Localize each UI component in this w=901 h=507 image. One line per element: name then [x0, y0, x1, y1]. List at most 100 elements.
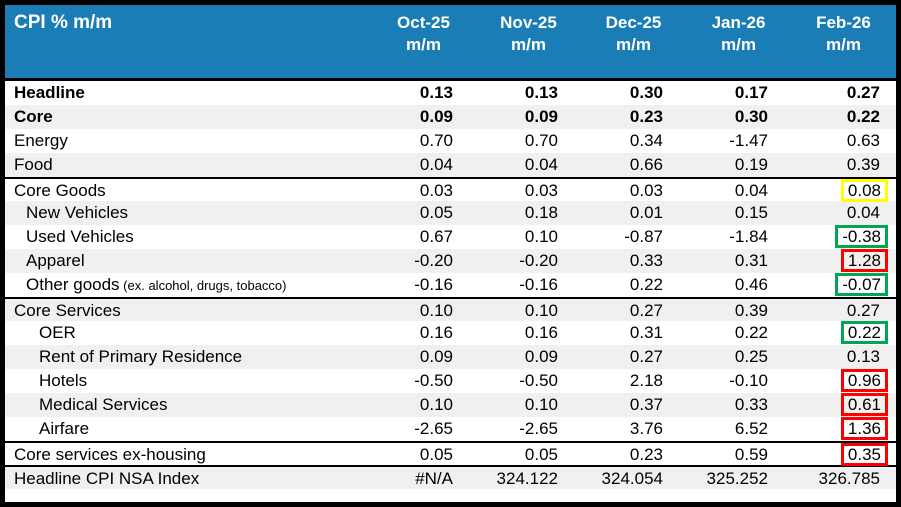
value-cell: 0.10: [419, 395, 453, 414]
value-cell: 326.785: [818, 469, 880, 488]
row-label-text: Apparel: [26, 251, 85, 270]
row-label-note: (ex. alcohol, drugs, tobacco): [119, 278, 287, 293]
value-cell: -0.20: [414, 251, 453, 270]
value-cell: 0.22: [791, 321, 896, 346]
table-row: New Vehicles 0.05 0.18 0.01 0.15 0.04: [5, 201, 896, 225]
highlight-box-red: 0.61: [840, 393, 888, 416]
row-label-text: Core Services: [14, 301, 121, 320]
value-cell: 0.27: [629, 347, 663, 366]
row-label-text: Food: [14, 155, 53, 174]
value-cell: 0.31: [734, 251, 768, 270]
value-cell: 0.46: [734, 275, 768, 294]
value-cell: 0.04: [419, 155, 453, 174]
value-cell: -1.47: [729, 131, 768, 150]
column-header-nov-25: Nov-25 m/m: [500, 13, 557, 54]
value-cell: 0.25: [734, 347, 768, 366]
highlight-box-green: -0.38: [835, 225, 888, 248]
row-label: Rent of Primary Residence: [5, 345, 371, 369]
table-row: Hotels -0.50 -0.50 2.18 -0.10 0.96: [5, 369, 896, 393]
value-cell: 0.19: [734, 155, 768, 174]
column-header-jan-26: Jan-26 m/m: [711, 13, 766, 54]
row-label: Food: [5, 153, 371, 177]
highlight-box-red: 0.96: [840, 369, 888, 392]
value-cell: -0.50: [414, 371, 453, 390]
value-cell: -0.10: [729, 371, 768, 390]
value-cell: 0.10: [524, 395, 558, 414]
value-cell: -0.50: [519, 371, 558, 390]
table-row: Core Services 0.10 0.10 0.27 0.39 0.27: [5, 297, 896, 321]
row-label-text: Rent of Primary Residence: [39, 347, 243, 366]
column-header-dec-25: Dec-25 m/m: [605, 13, 662, 54]
table-row: Headline 0.13 0.13 0.30 0.17 0.27: [5, 81, 896, 105]
highlight-box-green: 0.22: [840, 321, 888, 344]
value-cell: #N/A: [415, 469, 453, 488]
value-cell: -2.65: [519, 419, 558, 438]
value-cell: 325.252: [706, 469, 768, 488]
row-label-text: Airfare: [39, 419, 90, 438]
value-cell: 0.39: [734, 301, 768, 320]
row-label: Headline: [5, 81, 371, 105]
row-label: Core Services: [5, 299, 371, 323]
table-row: Airfare -2.65 -2.65 3.76 6.52 1.36: [5, 417, 896, 441]
table-body: Headline 0.13 0.13 0.30 0.17 0.27 Core 0.09 0.09…: [5, 81, 896, 489]
value-cell: 324.054: [601, 469, 663, 488]
value-cell: 0.04: [846, 203, 880, 222]
value-cell: -0.38: [791, 225, 896, 250]
table-row: Energy 0.70 0.70 0.34 -1.47 0.63: [5, 129, 896, 153]
value-cell: -0.16: [519, 275, 558, 294]
value-cell: 0.70: [524, 131, 558, 150]
value-cell: 0.10: [419, 301, 453, 320]
row-label: Hotels: [5, 369, 371, 394]
value-cell: 0.09: [419, 107, 453, 126]
value-cell: 0.96: [791, 369, 896, 394]
value-cell: 0.27: [846, 301, 880, 320]
table-row: Headline CPI NSA Index #N/A 324.122 324.054…: [5, 465, 896, 489]
value-cell: 0.33: [629, 251, 663, 270]
value-cell: 0.05: [419, 203, 453, 222]
value-cell: -0.07: [791, 273, 896, 298]
value-cell: 0.66: [629, 155, 663, 174]
value-cell: 0.63: [846, 131, 880, 150]
highlight-box-red: 1.28: [840, 249, 888, 272]
table-row: Core 0.09 0.09 0.23 0.30 0.22: [5, 105, 896, 129]
value-cell: -0.20: [519, 251, 558, 270]
highlight-box-green: -0.07: [835, 273, 888, 296]
value-cell: 0.23: [629, 445, 663, 464]
value-cell: 0.22: [734, 323, 768, 342]
value-cell: 3.76: [629, 419, 663, 438]
row-label: Airfare: [5, 417, 371, 442]
row-label-text: Core services ex-housing: [14, 445, 206, 464]
value-cell: 324.122: [496, 469, 558, 488]
table-row: OER 0.16 0.16 0.31 0.22 0.22: [5, 321, 896, 345]
value-cell: 0.03: [419, 181, 453, 200]
value-cell: 0.70: [419, 131, 453, 150]
value-cell: 0.27: [846, 83, 880, 102]
row-label-text: Other goods: [26, 275, 120, 294]
value-cell: 0.30: [629, 83, 663, 102]
row-label-text: Medical Services: [39, 395, 168, 414]
row-label: Used Vehicles: [5, 225, 371, 250]
value-cell: 1.28: [791, 249, 896, 274]
value-cell: 0.04: [524, 155, 558, 174]
value-cell: 0.61: [791, 393, 896, 418]
value-cell: 0.59: [734, 445, 768, 464]
value-cell: 0.05: [524, 445, 558, 464]
row-label: Energy: [5, 129, 371, 153]
value-cell: 0.31: [629, 323, 663, 342]
value-cell: 0.04: [734, 181, 768, 200]
row-label: OER: [5, 321, 371, 346]
row-label: Other goods (ex. alcohol, drugs, tobacco…: [5, 273, 371, 298]
table-row: Medical Services 0.10 0.10 0.37 0.33 0.61: [5, 393, 896, 417]
table-row: Used Vehicles 0.67 0.10 -0.87 -1.84 -0.38: [5, 225, 896, 249]
value-cell: 0.37: [629, 395, 663, 414]
row-label: New Vehicles: [5, 201, 371, 225]
row-label: Core Goods: [5, 179, 371, 204]
value-cell: 0.09: [524, 107, 558, 126]
row-label: Core services ex-housing: [5, 443, 371, 468]
value-cell: 0.23: [629, 107, 663, 126]
value-cell: 0.01: [629, 203, 663, 222]
row-label-text: Core: [14, 107, 53, 126]
value-cell: 0.13: [419, 83, 453, 102]
value-cell: 1.36: [791, 417, 896, 442]
